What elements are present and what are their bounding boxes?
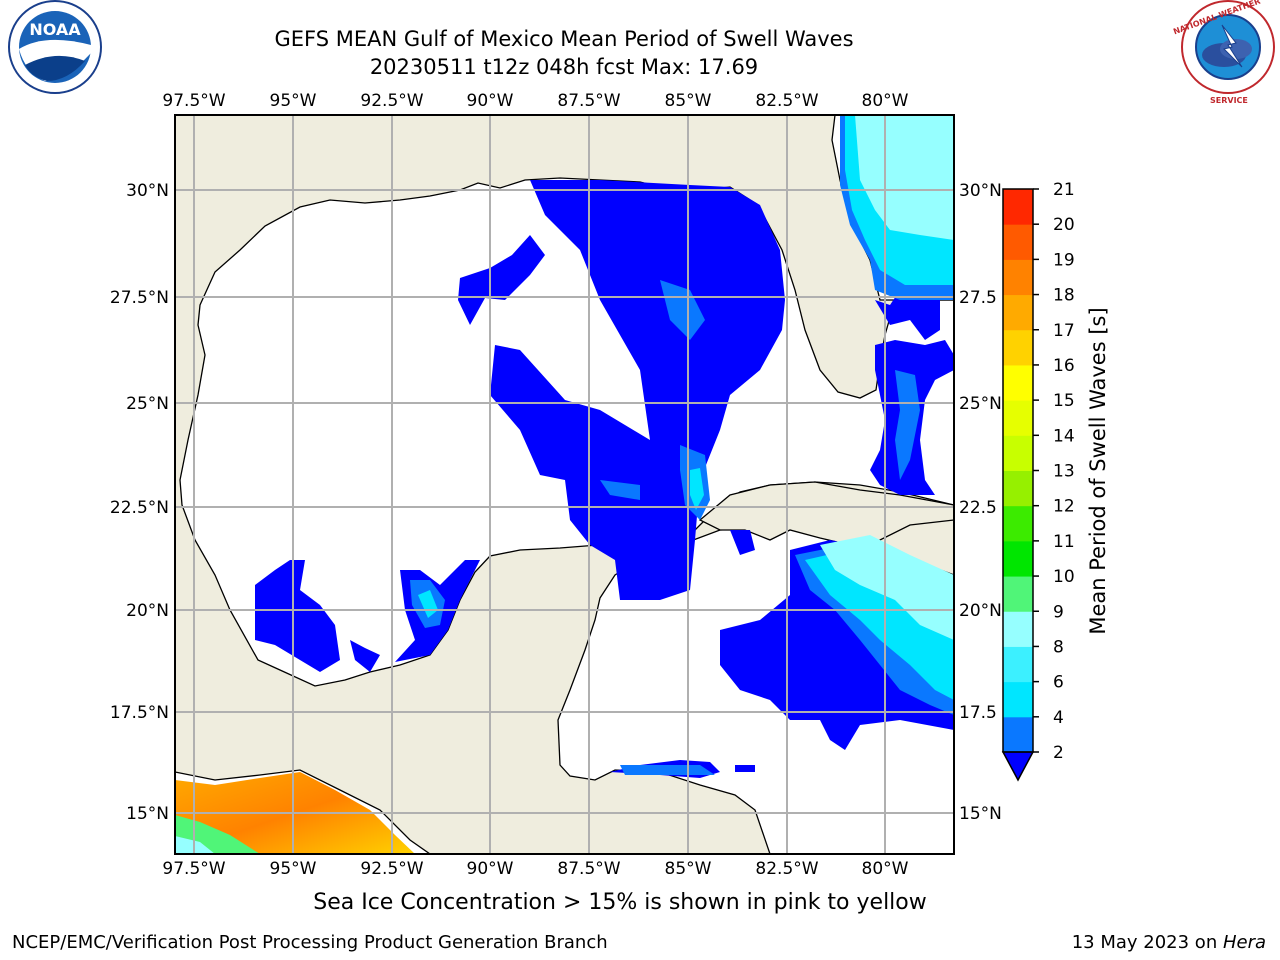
colorbar-extend-arrow [1001, 751, 1035, 782]
footer-producer: NCEP/EMC/Verification Post Processing Pr… [12, 932, 608, 953]
colorbar-tick-label: 6 [1053, 673, 1064, 693]
lat-label-right: 22.5 [959, 498, 997, 518]
colorbar-segment [1003, 294, 1033, 331]
colorbar-tick-label: 14 [1053, 426, 1075, 446]
colorbar-segment [1003, 400, 1033, 436]
graticule [175, 115, 954, 854]
colorbar-tick-label: 2 [1053, 743, 1064, 763]
lat-labels-right: 30°N 27.5 25°N 22.5 20°N 17.5 15°N [959, 181, 1002, 824]
map-panel [175, 115, 954, 854]
lon-label-top: 92.5°W [360, 91, 423, 111]
colorbar-tick-label: 15 [1053, 391, 1075, 411]
nws-logo: NATIONAL WEATHER SERVICE [1172, 0, 1275, 105]
colorbar-segment [1003, 646, 1033, 683]
colorbar-tick-label: 21 [1053, 180, 1075, 200]
colorbar-tick-label: 8 [1053, 637, 1064, 657]
lat-label-left: 22.5°N [110, 498, 169, 518]
colorbar-tick-label: 12 [1053, 497, 1075, 517]
colorbar-segment [1003, 224, 1033, 260]
colorbar-segment [1003, 505, 1033, 542]
lat-label-right: 15°N [959, 804, 1002, 824]
lon-label-bottom: 95°W [270, 859, 317, 879]
lat-label-right: 20°N [959, 601, 1002, 621]
noaa-logo-text: NOAA [29, 20, 81, 39]
svg-text:SERVICE: SERVICE [1210, 96, 1248, 105]
lon-label-bottom: 92.5°W [360, 859, 423, 879]
lon-label-bottom: 80°W [862, 859, 909, 879]
chart-title: GEFS MEAN Gulf of Mexico Mean Period of … [274, 27, 854, 51]
lat-label-left: 27.5°N [110, 288, 169, 308]
colorbar-ticks: 2 4 6 8 9 10 11 12 13 14 15 16 17 18 19 20 21 [1033, 180, 1075, 763]
lon-labels-top: 97.5°W 95°W 92.5°W 90°W 87.5°W 85°W 82.5… [162, 91, 908, 111]
colorbar-tick-label: 18 [1053, 286, 1075, 306]
lon-label-bottom: 87.5°W [557, 859, 620, 879]
lat-label-right: 30°N [959, 181, 1002, 201]
lon-label-bottom: 97.5°W [162, 859, 225, 879]
noaa-logo: NOAA [8, 0, 102, 94]
lat-label-left: 15°N [126, 804, 169, 824]
cuba-land [698, 481, 954, 546]
colorbar-tick-label: 16 [1053, 356, 1075, 376]
lon-label-top: 87.5°W [557, 91, 620, 111]
colorbar-segment [1003, 576, 1033, 612]
colorbar-tick-label: 20 [1053, 215, 1075, 235]
colorbar-tick-label: 9 [1053, 602, 1064, 622]
colorbar-segment [1003, 681, 1033, 718]
lon-label-top: 82.5°W [755, 91, 818, 111]
lat-label-left: 25°N [126, 394, 169, 414]
lon-label-bottom: 90°W [467, 859, 514, 879]
lon-label-top: 90°W [467, 91, 514, 111]
lat-label-right: 25°N [959, 394, 1002, 414]
lon-label-top: 85°W [665, 91, 712, 111]
lat-label-left: 20°N [126, 601, 169, 621]
colorbar-tick-label: 11 [1053, 532, 1075, 552]
footer-date-text: 13 May 2023 on [1071, 932, 1223, 953]
colorbar-segment [1003, 329, 1033, 366]
chart-subtitle: 20230511 t12z 048h fcst Max: 17.69 [369, 55, 759, 79]
colorbar-tick-label: 4 [1053, 708, 1064, 728]
map-frame [174, 114, 955, 855]
lon-label-top: 95°W [270, 91, 317, 111]
colorbar-segment [1003, 716, 1033, 753]
colorbar-tick-label: 13 [1053, 462, 1075, 482]
footer-date: 13 May 2023 on Hera [1072, 932, 1266, 953]
swell-light-cyan [820, 115, 954, 640]
colorbar-segment [1003, 259, 1033, 296]
footer-host: Hera [1222, 932, 1266, 953]
colorbar-tick-label: 19 [1053, 250, 1075, 270]
lat-label-left: 30°N [126, 181, 169, 201]
colorbar-segment [1003, 611, 1033, 647]
lon-labels-bottom: 97.5°W 95°W 92.5°W 90°W 87.5°W 85°W 82.5… [162, 859, 908, 879]
lat-label-left: 17.5°N [110, 703, 169, 723]
lat-label-right: 17.5 [959, 703, 997, 723]
colorbar-segment [1003, 364, 1033, 401]
lat-labels-left: 30°N 27.5°N 25°N 22.5°N 20°N 17.5°N 15°N [110, 181, 169, 824]
colorbar-segment [1003, 189, 1033, 225]
colorbar-segment [1003, 470, 1033, 507]
lon-label-top: 97.5°W [162, 91, 225, 111]
colorbar-tick-label: 10 [1053, 567, 1075, 587]
lon-label-bottom: 82.5°W [755, 859, 818, 879]
colorbar-segment [1003, 435, 1033, 471]
sea-ice-note: Sea Ice Concentration > 15% is shown in … [313, 890, 927, 915]
colorbar-segment [1003, 540, 1033, 577]
colorbar-tick-label: 17 [1053, 321, 1075, 341]
lon-label-bottom: 85°W [665, 859, 712, 879]
lon-label-top: 80°W [862, 91, 909, 111]
colorbar-label: Mean Period of Swell Waves [s] [1086, 307, 1110, 634]
lat-label-right: 27.5 [959, 288, 997, 308]
colorbar [1001, 188, 1035, 782]
